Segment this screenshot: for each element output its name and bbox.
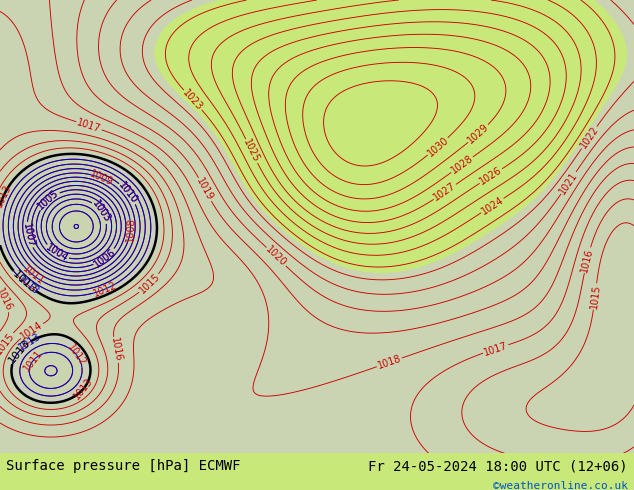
Text: Fr 24-05-2024 18:00 UTC (12+06): Fr 24-05-2024 18:00 UTC (12+06)	[368, 459, 628, 473]
Text: 1017: 1017	[482, 340, 509, 357]
Text: 1030: 1030	[425, 135, 450, 158]
Text: 1005: 1005	[36, 188, 61, 212]
Text: Surface pressure [hPa] ECMWF: Surface pressure [hPa] ECMWF	[6, 459, 241, 473]
Text: 1011: 1011	[20, 263, 46, 287]
Text: 1012: 1012	[91, 280, 118, 298]
Text: 1008: 1008	[124, 217, 136, 242]
Text: 1023: 1023	[181, 88, 205, 112]
Text: 1013: 1013	[15, 273, 41, 297]
Text: 1027: 1027	[432, 181, 458, 203]
Text: 1016: 1016	[0, 287, 14, 313]
Text: ©weatheronline.co.uk: ©weatheronline.co.uk	[493, 481, 628, 490]
Text: 1022: 1022	[578, 124, 600, 150]
Text: 1013: 1013	[10, 269, 37, 295]
Text: 1006: 1006	[92, 246, 118, 270]
Text: 1013: 1013	[6, 337, 32, 365]
Text: 1003: 1003	[91, 199, 113, 224]
Text: 1021: 1021	[557, 170, 579, 196]
Text: 1005: 1005	[36, 188, 61, 212]
Text: 1013: 1013	[72, 376, 95, 401]
Text: 1026: 1026	[478, 165, 504, 187]
Text: 1007: 1007	[21, 222, 36, 248]
Text: 1004: 1004	[44, 243, 70, 264]
Text: 1013: 1013	[17, 331, 43, 353]
Text: 1003: 1003	[91, 199, 113, 224]
Text: 1007: 1007	[21, 222, 36, 248]
Text: 1017: 1017	[75, 117, 102, 134]
Text: 1010: 1010	[117, 180, 140, 206]
Text: 1010: 1010	[117, 180, 140, 206]
Text: 1013: 1013	[0, 182, 13, 209]
Text: 1028: 1028	[449, 153, 475, 176]
Text: 1012: 1012	[66, 343, 88, 368]
Text: 1006: 1006	[92, 246, 118, 270]
Text: 1025: 1025	[242, 138, 262, 164]
Text: 1011: 1011	[22, 347, 45, 373]
Text: 1015: 1015	[0, 330, 16, 356]
Text: 1014: 1014	[19, 319, 44, 342]
Text: 1018: 1018	[376, 354, 403, 371]
Text: 1016: 1016	[109, 337, 124, 363]
Text: 1009: 1009	[88, 169, 115, 188]
Text: 1016: 1016	[579, 247, 595, 273]
Text: 1020: 1020	[264, 245, 288, 269]
Text: 1015: 1015	[137, 271, 162, 295]
Text: 1029: 1029	[466, 122, 491, 146]
Text: 1019: 1019	[195, 176, 216, 203]
Text: 1015: 1015	[588, 284, 602, 309]
Text: 1004: 1004	[44, 243, 70, 264]
Text: 1024: 1024	[479, 195, 505, 217]
